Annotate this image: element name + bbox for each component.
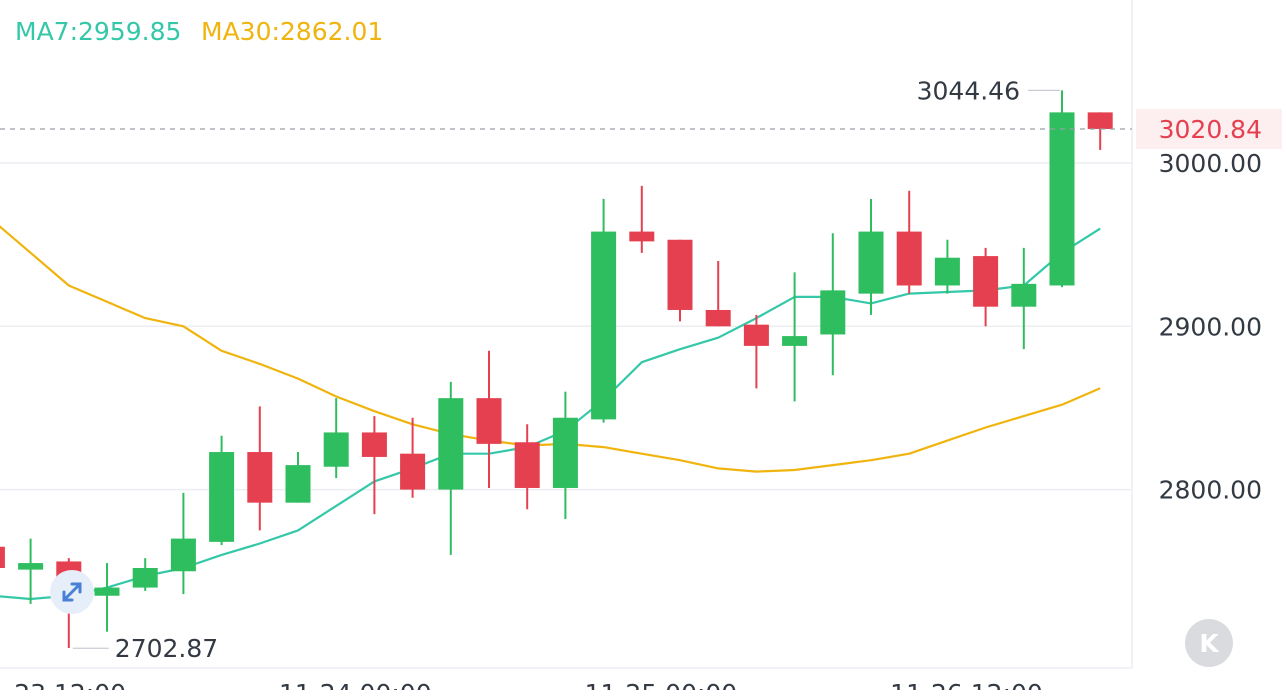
candle-down bbox=[896, 190, 922, 294]
axis-layer: 3000.00 2900.00 2800.00 11-23 12:00 11-24 00… bbox=[0, 149, 1262, 690]
candle-body bbox=[667, 239, 693, 310]
candle-up bbox=[323, 398, 349, 479]
ma30-line bbox=[0, 225, 1101, 473]
candle-body bbox=[132, 567, 158, 588]
candle-body bbox=[400, 453, 426, 490]
candle-body bbox=[820, 290, 846, 335]
candle-up bbox=[438, 381, 464, 555]
candle-down bbox=[0, 546, 5, 568]
candle-up bbox=[552, 391, 578, 519]
current-price-label: 3020.84 bbox=[1159, 115, 1262, 144]
candle-down bbox=[476, 350, 502, 488]
candle-body bbox=[591, 231, 617, 420]
candle-up bbox=[782, 272, 808, 402]
candle-body bbox=[514, 442, 540, 488]
candle-body bbox=[1011, 283, 1037, 307]
candle-up bbox=[1011, 247, 1037, 350]
candle-up bbox=[209, 435, 235, 546]
candle-up bbox=[285, 452, 311, 503]
candle-body bbox=[743, 324, 769, 346]
x-tick-label: 11-26 12:00 bbox=[890, 679, 1043, 690]
candle-body bbox=[0, 546, 5, 568]
candle-up bbox=[1049, 90, 1075, 288]
candle-up bbox=[132, 558, 158, 591]
x-tick-label: 11-23 12:00 bbox=[0, 679, 126, 690]
ma30-layer bbox=[0, 225, 1101, 473]
candle-body bbox=[476, 398, 502, 444]
candle-body bbox=[361, 432, 387, 457]
candle-up bbox=[591, 198, 617, 423]
controls-layer: K bbox=[50, 570, 1233, 667]
candle-down bbox=[973, 247, 999, 327]
expand-arrows-icon[interactable] bbox=[62, 582, 82, 602]
candle-body bbox=[209, 452, 235, 542]
candle-body bbox=[896, 231, 922, 286]
candle-up bbox=[820, 233, 846, 376]
candle-body bbox=[858, 231, 884, 294]
x-tick-label: 11-25 00:00 bbox=[585, 679, 738, 690]
candle-up bbox=[934, 239, 960, 294]
candle-layer bbox=[0, 90, 1113, 649]
candle-body bbox=[934, 257, 960, 286]
y-tick-label: 2900.00 bbox=[1159, 312, 1262, 341]
candle-body bbox=[94, 587, 120, 596]
y-tick-label: 3000.00 bbox=[1159, 149, 1262, 178]
candle-body bbox=[285, 465, 311, 503]
collapse-icon[interactable]: K bbox=[1199, 629, 1220, 658]
candle-down bbox=[247, 406, 273, 531]
low-annotation-label: 2702.87 bbox=[115, 634, 218, 663]
ma7-legend: MA7:2959.85 bbox=[15, 17, 181, 46]
candle-body bbox=[705, 309, 731, 327]
legend-layer: MA7:2959.85 MA30:2862.01 bbox=[15, 17, 383, 46]
candle-up bbox=[18, 538, 44, 604]
candle-body bbox=[18, 563, 44, 570]
candle-down bbox=[1087, 112, 1113, 150]
candle-down bbox=[514, 424, 540, 510]
x-tick-label: 11-24 00:00 bbox=[279, 679, 432, 690]
candle-body bbox=[247, 452, 273, 503]
candle-down bbox=[705, 260, 731, 327]
candle-body bbox=[782, 336, 808, 346]
candle-body bbox=[1049, 112, 1075, 286]
candle-body bbox=[552, 417, 578, 488]
collapse-button[interactable] bbox=[1185, 619, 1233, 667]
candle-down bbox=[667, 239, 693, 322]
candle-up bbox=[94, 563, 120, 632]
candle-body bbox=[973, 256, 999, 307]
candle-down bbox=[743, 314, 769, 389]
current-price-badge bbox=[1136, 108, 1282, 149]
candle-body bbox=[170, 538, 196, 572]
candle-up bbox=[858, 198, 884, 315]
candle-down bbox=[400, 417, 426, 498]
candle-body bbox=[438, 398, 464, 490]
high-annotation-label: 3044.46 bbox=[917, 76, 1020, 105]
candle-body bbox=[1087, 112, 1113, 129]
candle-body bbox=[323, 432, 349, 467]
y-tick-label: 2800.00 bbox=[1159, 476, 1262, 505]
candle-down bbox=[629, 185, 655, 253]
candle-down bbox=[361, 416, 387, 515]
ma30-legend: MA30:2862.01 bbox=[201, 17, 383, 46]
candle-body bbox=[629, 231, 655, 242]
candle-up bbox=[170, 492, 196, 595]
annotation-layer: 3020.84 3044.46 2702.87 bbox=[0, 76, 1282, 663]
